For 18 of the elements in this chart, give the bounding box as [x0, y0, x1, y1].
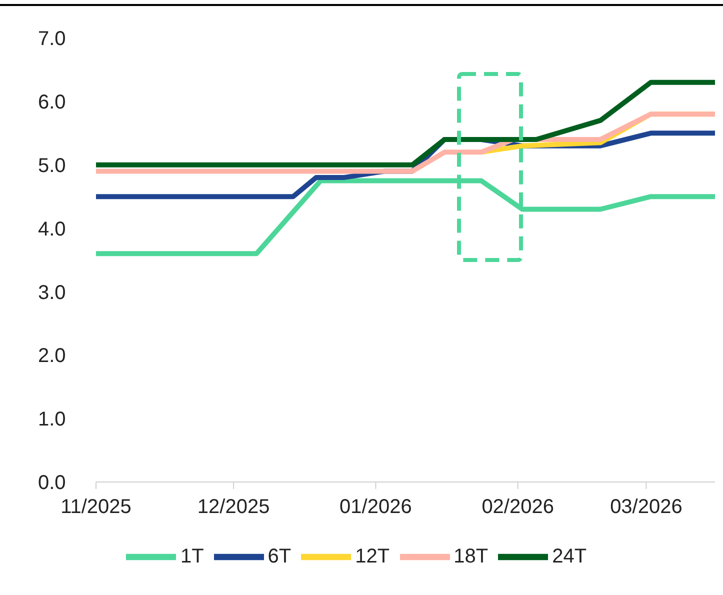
y-tick-label: 1.0: [38, 408, 66, 431]
x-tick-label: 12/2025: [197, 496, 270, 518]
legend-label: 18T: [454, 545, 488, 568]
legend-label: 24T: [552, 545, 587, 568]
x-tick-label: 03/2026: [610, 496, 682, 518]
y-tick-label: 0.0: [38, 472, 66, 494]
y-tick-label: 6.0: [38, 92, 66, 114]
legend-label: 6T: [268, 545, 292, 568]
y-tick-label: 5.0: [38, 154, 66, 177]
legend-label: 12T: [355, 545, 390, 568]
legend-label: 1T: [180, 545, 204, 568]
y-tick-label: 7.0: [38, 28, 66, 50]
x-tick-label: 11/2025: [60, 496, 132, 518]
y-tick-label: 2.0: [38, 345, 66, 368]
y-tick-label: 3.0: [38, 282, 66, 304]
x-tick-label: 02/2026: [482, 496, 554, 518]
x-tick-label: 01/2026: [340, 496, 412, 518]
y-tick-label: 4.0: [38, 218, 66, 240]
